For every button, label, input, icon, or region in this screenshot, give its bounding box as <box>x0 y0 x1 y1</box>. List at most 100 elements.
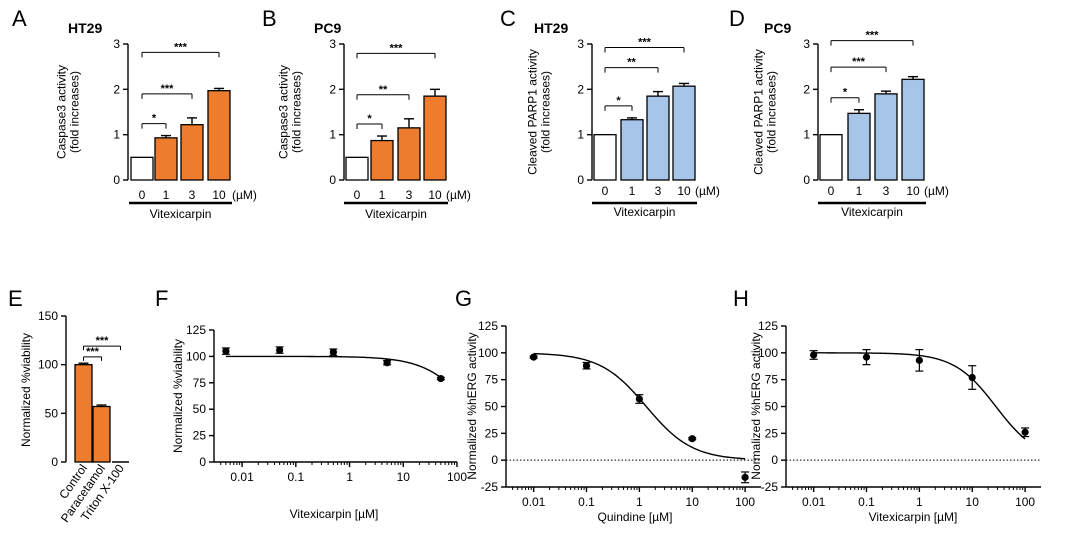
y-tick-label: 50 <box>193 402 207 416</box>
data-point <box>688 435 696 443</box>
x-tick-label: 0 <box>139 188 146 202</box>
y-tick-label: 3 <box>803 37 810 51</box>
sig-star: *** <box>866 30 880 42</box>
data-point <box>810 351 818 359</box>
sig-star: *** <box>96 335 110 347</box>
x-tick-label: 1 <box>346 470 353 484</box>
x-tick-label: 10 <box>397 470 411 484</box>
y-tick-label: 100 <box>758 346 778 360</box>
x-tick-label: 1 <box>163 188 170 202</box>
y-tick-label: 75 <box>193 376 207 390</box>
x-tick-label: 100 <box>447 470 467 484</box>
x-axis-label: Vitexicarpin [µM] <box>869 510 958 524</box>
y-tick-label: 50 <box>485 400 499 414</box>
panel-title: HT29 <box>534 20 568 36</box>
bar <box>423 95 447 181</box>
y-axis-label: Caspase3 activity <box>277 65 291 159</box>
y-tick-label: 125 <box>186 323 206 337</box>
panel-label: D <box>729 6 745 31</box>
panel-F: F 0 25 50 75 100 125 0.01 0.1 1 10 100 Vitexicarpin … <box>155 286 467 521</box>
x-tick-label: 3 <box>189 188 196 202</box>
bar <box>130 156 154 181</box>
x-axis-label: Quindine [µM] <box>598 510 673 524</box>
y-tick-label: 75 <box>765 373 779 387</box>
fit-curve <box>225 355 442 379</box>
y-tick-label: 1 <box>577 128 584 142</box>
panel-A: A HT29 0 1 2 3 Caspase3 activity (fold increase… <box>12 6 257 221</box>
x-unit-label: (µM) <box>924 184 949 198</box>
sig-star: *** <box>86 346 100 358</box>
x-tick-label: 100 <box>735 495 755 509</box>
x-tick-label: 3 <box>655 184 662 198</box>
y-tick-label: 1 <box>329 128 336 142</box>
y-tick-label: 0 <box>51 455 58 469</box>
panel-B: B PC9 0 1 2 3 Caspase3 activity (fold increases… <box>262 6 471 221</box>
y-tick-label: 1 <box>803 128 810 142</box>
x-unit-label: (µM) <box>232 188 257 202</box>
x-tick-label: 1 <box>636 495 643 509</box>
y-tick-label: 50 <box>45 406 59 420</box>
y-tick-label: 75 <box>485 373 499 387</box>
x-tick-label: 10 <box>677 184 691 198</box>
x-tick-label: 1 <box>629 184 636 198</box>
sig-star: * <box>843 87 848 99</box>
panel-label: E <box>8 286 23 311</box>
sig-star: ** <box>379 84 388 96</box>
x-tick-label: 0.01 <box>522 495 546 509</box>
x-tick-label: 0 <box>828 184 835 198</box>
panel-C: C HT29 0 1 2 3 Cleaved PARP1 activity (fold inc… <box>500 6 720 219</box>
y-tick-label: 25 <box>485 426 499 440</box>
bar <box>874 93 898 181</box>
x-tick-label: 1 <box>379 188 386 202</box>
bar <box>593 134 617 181</box>
bar <box>74 364 93 463</box>
x-tick-label: 10 <box>686 495 700 509</box>
y-axis-label: Normalized %viability <box>171 339 185 453</box>
data-point <box>862 353 871 361</box>
y-tick-label: 25 <box>193 429 207 443</box>
panel-label: A <box>12 6 27 31</box>
x-tick-label: 3 <box>406 188 413 202</box>
bar <box>180 124 204 181</box>
panel-G: G -25 0 25 50 75 100 125 0.01 0.1 1 10 100 Quindine [… <box>455 286 761 524</box>
data-point <box>530 353 538 361</box>
x-tick-label: 10 <box>212 188 226 202</box>
panel-H: H -25 0 25 50 75 100 125 0.01 0.1 1 10 100 Vitexicarp… <box>733 286 1041 524</box>
y-tick-label: 0 <box>199 455 206 469</box>
data-point <box>582 362 591 370</box>
data-point <box>437 374 445 383</box>
bar <box>646 95 670 181</box>
y-tick-label: 0 <box>491 453 498 467</box>
y-tick-label: 150 <box>38 309 58 323</box>
bar <box>819 134 843 181</box>
y-tick-label: 125 <box>758 319 778 333</box>
x-tick-label: 0 <box>354 188 361 202</box>
x-tick-label: 0.1 <box>858 495 875 509</box>
panel-title: HT29 <box>68 20 102 36</box>
data-point <box>968 373 976 382</box>
y-axis-label: Normalized %hERG activity <box>465 332 479 479</box>
sig-star: * <box>367 113 372 125</box>
y-tick-label: 3 <box>113 37 120 51</box>
bar <box>207 90 231 181</box>
y-axis-label: (fold increases) <box>765 71 779 153</box>
y-axis-label: (fold increases) <box>290 71 304 153</box>
group-label: Vitexicarpin <box>614 205 676 219</box>
y-tick-label: 2 <box>113 82 120 96</box>
data-point <box>915 356 923 364</box>
panel-label: F <box>155 286 168 311</box>
x-tick-label: 10 <box>966 495 980 509</box>
bar <box>154 137 178 181</box>
bar <box>92 405 111 463</box>
sig-star: *** <box>852 56 866 68</box>
y-axis-label: (fold increases) <box>539 71 553 153</box>
y-tick-label: 50 <box>765 400 779 414</box>
fit-curve <box>533 352 746 460</box>
sig-star: *** <box>390 42 404 54</box>
x-tick-label: 3 <box>883 184 890 198</box>
x-tick-label: 0 <box>602 184 609 198</box>
panel-title: PC9 <box>764 20 791 36</box>
y-tick-label: 100 <box>478 346 498 360</box>
